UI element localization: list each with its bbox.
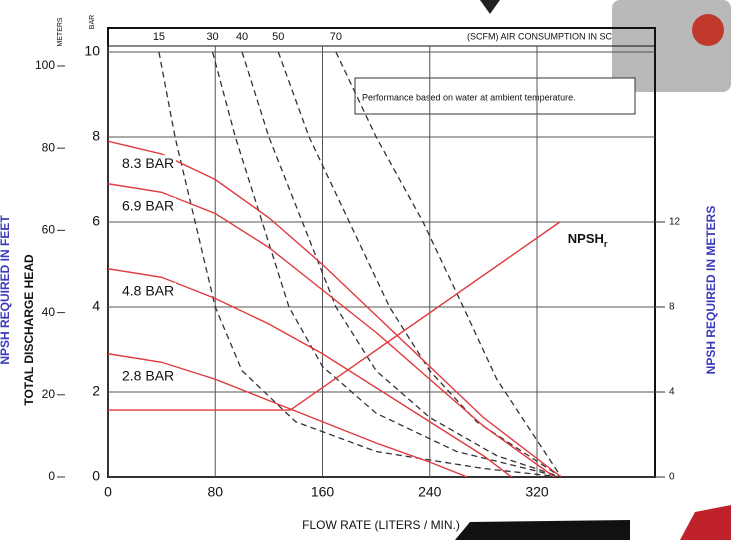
series-label: 8.3 BAR [122, 155, 174, 171]
y-tick-label: 6 [92, 213, 100, 229]
air-curve-label: 40 [236, 31, 248, 43]
x-axis-title: FLOW RATE (LITERS / MIN.) [302, 518, 460, 532]
series-label: 6.9 BAR [122, 197, 174, 213]
y2-tick-label: 8 [669, 302, 675, 313]
series-label-subscript: r [604, 239, 608, 249]
logo-fragment [680, 505, 731, 540]
series-label: NPSHr [568, 231, 608, 249]
y3-tick-label: 40 [42, 305, 56, 319]
photo-fragment [692, 14, 724, 46]
y-tick-label: 10 [84, 43, 100, 59]
y3-tick-label: 60 [42, 223, 56, 237]
pressure-curve [107, 268, 512, 478]
series-label-name: NPSH [568, 231, 604, 246]
label-bg [120, 155, 176, 174]
air-curve [211, 51, 562, 478]
y3-unit: METERS [57, 17, 64, 47]
photo-fragment [455, 520, 630, 540]
x-tick-label: 320 [525, 484, 549, 500]
annotation-box [354, 77, 636, 115]
air-curve-label: 15 [153, 31, 165, 43]
air-curve [277, 51, 562, 478]
y3-tick-label: 0 [48, 469, 55, 483]
series-label: 2.8 BAR [122, 367, 174, 383]
annotation: Performance based on water at ambient te… [362, 92, 576, 102]
y-axis-title: TOTAL DISCHARGE HEAD [22, 254, 36, 406]
air-curve [158, 51, 562, 478]
x-tick-label: 160 [311, 484, 335, 500]
label-bg [120, 367, 176, 386]
y3-tick-label: 100 [35, 58, 55, 72]
y2-tick-label: 4 [669, 387, 675, 398]
air-curve-label: 50 [272, 31, 284, 43]
air-curve-label: 70 [330, 31, 342, 43]
x-tick-label: 240 [418, 484, 442, 500]
air-curve [241, 51, 562, 478]
series-label: 4.8 BAR [122, 282, 174, 298]
top-label: (SCFM) AIR CONSUMPTION IN SC [467, 31, 613, 41]
grid [107, 46, 655, 478]
y-tick-label: 2 [92, 383, 100, 399]
y2-axis-title: NPSH REQUIRED IN METERS [704, 206, 718, 375]
x-tick-label: 80 [207, 484, 223, 500]
y-unit: BAR [89, 15, 96, 29]
pressure-curve [107, 140, 562, 478]
y3-axis-title: NPSH REQUIRED IN FEET [0, 215, 12, 365]
y-tick-label: 0 [92, 468, 100, 484]
y3-tick-label: 80 [42, 140, 56, 154]
air-curve [335, 51, 562, 478]
y3-tick-label: 20 [42, 387, 56, 401]
x-tick-label: 0 [104, 484, 112, 500]
pressure-curve [108, 221, 561, 411]
pressure-curve [107, 353, 468, 478]
y-tick-label: 8 [92, 128, 100, 144]
photo-fragment [480, 0, 500, 14]
label-bg [120, 197, 176, 216]
y2-tick-label: 0 [669, 472, 675, 483]
label-bg [120, 282, 176, 301]
air-curve-label: 30 [206, 31, 218, 43]
pressure-curve [107, 183, 555, 478]
y2-tick-label: 12 [669, 217, 681, 228]
y-tick-label: 4 [92, 298, 100, 314]
